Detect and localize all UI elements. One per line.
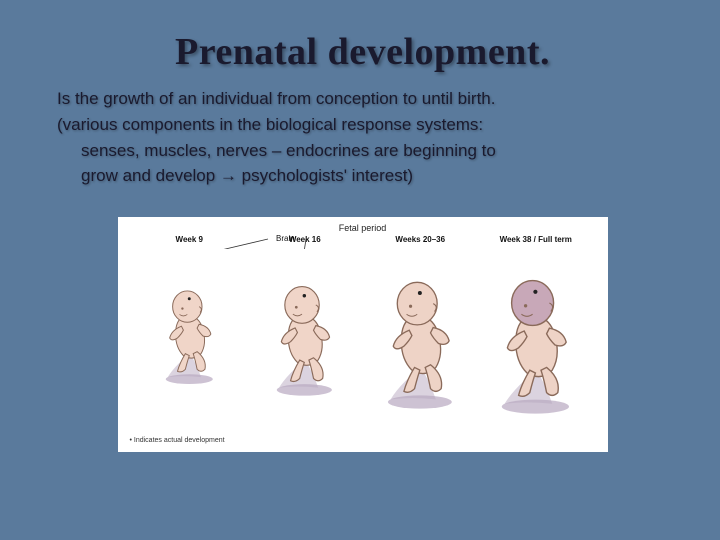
figure-footnote: • Indicates actual development — [130, 437, 225, 444]
fetus-wrap — [485, 268, 586, 422]
fetus-icon — [485, 268, 586, 422]
fetus-wrap — [263, 275, 346, 404]
stage: Week 9 — [132, 235, 248, 392]
stage: Week 38 / Full term — [478, 235, 594, 422]
body-line-2: (various components in the biological re… — [55, 114, 670, 136]
stage-label: Week 16 — [289, 235, 321, 244]
fetus-icon — [372, 270, 468, 417]
stage-label: Week 38 / Full term — [500, 235, 572, 244]
fetal-figure: Fetal period Brain Week 9 Week 16 — [118, 217, 608, 452]
fetus-wrap — [372, 270, 468, 417]
stages-row: Week 9 Week 16 — [128, 235, 598, 415]
slide: Prenatal development. Is the growth of a… — [0, 0, 720, 540]
stage: Week 16 — [247, 235, 363, 404]
stage: Weeks 20–36 — [363, 235, 479, 417]
stage-label: Week 9 — [176, 235, 203, 244]
slide-title: Prenatal development. — [55, 30, 670, 74]
fetus-wrap — [154, 280, 225, 392]
body-line-1: Is the growth of an individual from conc… — [55, 88, 670, 110]
body-line-3: senses, muscles, nerves – endocrines are… — [55, 140, 670, 162]
body-line-4: grow and develop → psychologists' intere… — [55, 165, 670, 187]
fetus-icon — [154, 280, 225, 392]
fetus-icon — [263, 275, 346, 404]
stage-label: Weeks 20–36 — [395, 235, 445, 244]
